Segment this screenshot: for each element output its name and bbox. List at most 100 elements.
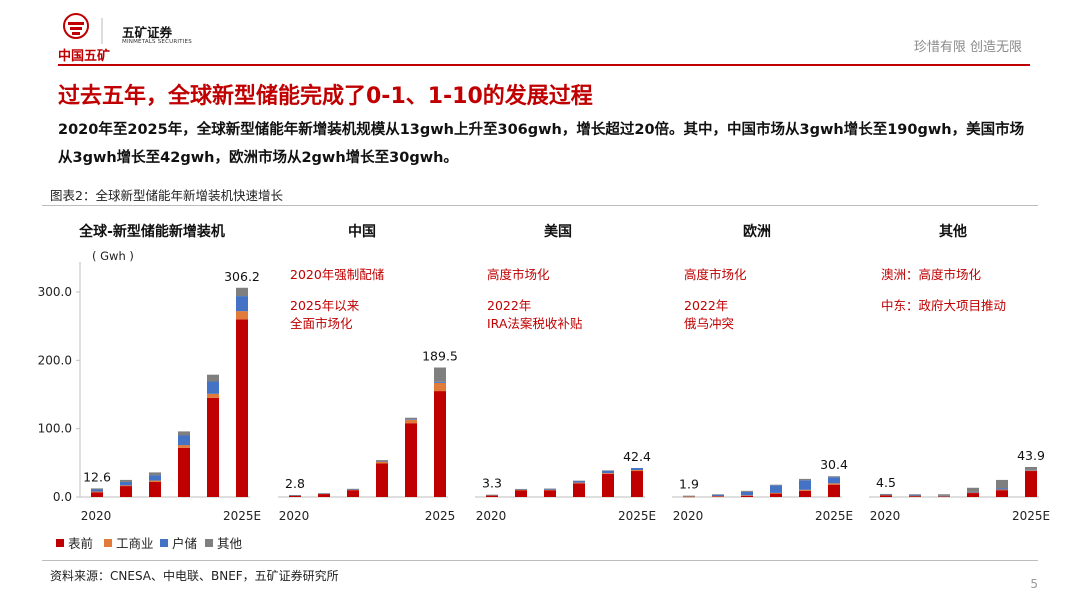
panel-annotation: 高度市场化 bbox=[684, 267, 747, 282]
bar-segment bbox=[996, 479, 1008, 489]
bar-segment bbox=[289, 495, 301, 497]
bar-segment bbox=[486, 494, 498, 496]
bar-segment bbox=[236, 311, 248, 320]
data-label: 12.6 bbox=[83, 469, 111, 484]
panel-annotation: 2020年强制配储 bbox=[290, 267, 384, 282]
bar-segment bbox=[909, 495, 921, 497]
bar-segment bbox=[207, 381, 219, 394]
legend-item-commercial: 工商业 bbox=[104, 533, 154, 552]
legend-label: 表前 bbox=[68, 536, 94, 551]
bar-segment bbox=[405, 419, 417, 424]
bar-segment bbox=[515, 489, 527, 491]
bar-segment bbox=[347, 488, 359, 490]
data-label: 30.4 bbox=[820, 457, 848, 472]
panel-title: 全球-新型储能新增装机 bbox=[78, 223, 225, 240]
bar-segment bbox=[544, 488, 556, 490]
bar-segment bbox=[602, 470, 614, 471]
data-label: 189.5 bbox=[422, 349, 458, 364]
bar-segment bbox=[602, 470, 614, 474]
x-tick-label: 2025E bbox=[1012, 509, 1050, 523]
y-tick-label: 0.0 bbox=[53, 490, 72, 504]
bar-segment bbox=[996, 490, 1008, 497]
bar-segment bbox=[573, 482, 585, 484]
x-tick-label: 2020 bbox=[279, 509, 310, 523]
legend-label: 户储 bbox=[172, 536, 198, 551]
bar-segment bbox=[880, 495, 892, 497]
bar-segment bbox=[741, 495, 753, 496]
bar-segment bbox=[207, 393, 219, 398]
panel-annotation: 2022年 bbox=[487, 298, 531, 313]
emblem-bar bbox=[70, 27, 82, 30]
data-label: 4.5 bbox=[876, 475, 896, 490]
bar-segment bbox=[602, 473, 614, 474]
panel-annotation: 高度市场化 bbox=[487, 267, 550, 282]
emblem-bar bbox=[68, 22, 84, 25]
bar-segment bbox=[376, 463, 388, 497]
bar-segment bbox=[828, 484, 840, 497]
bar-segment bbox=[376, 461, 388, 462]
emblem-bar bbox=[72, 32, 80, 35]
bar-segment bbox=[799, 489, 811, 491]
bar-segment bbox=[544, 489, 556, 491]
data-label: 3.3 bbox=[482, 476, 502, 491]
bar-segment bbox=[1025, 471, 1037, 497]
bar-segment bbox=[347, 490, 359, 497]
bar-segment bbox=[631, 471, 643, 497]
legend-label: 工商业 bbox=[116, 536, 154, 551]
bar-segment bbox=[712, 494, 724, 497]
company-name: 中国五矿 bbox=[58, 49, 111, 64]
bar-segment bbox=[573, 480, 585, 482]
brand-name: 五矿证券 bbox=[122, 25, 173, 40]
bar-segment bbox=[967, 491, 979, 493]
panel-annotation: 2022年 bbox=[684, 298, 728, 313]
panel-annotation: 全面市场化 bbox=[290, 316, 353, 331]
minmetals-logo: 中国五矿 五矿证券 MINMETALS SECURITIES bbox=[58, 10, 208, 64]
bar-segment bbox=[573, 483, 585, 497]
minmetals-emblem-icon bbox=[63, 13, 103, 44]
bar-segment bbox=[318, 493, 330, 494]
panel-title: 其他 bbox=[939, 223, 967, 240]
bar-segment bbox=[741, 490, 753, 492]
legend-swatch bbox=[205, 538, 213, 547]
y-tick-label: 300.0 bbox=[38, 285, 72, 299]
panel-title: 中国 bbox=[348, 223, 376, 240]
bar-segment bbox=[91, 488, 103, 490]
emblem-ring bbox=[63, 13, 89, 39]
x-tick-label: 2020 bbox=[870, 509, 901, 523]
bar-segment bbox=[712, 494, 724, 495]
y-unit-label: ( Gwh ) bbox=[92, 249, 134, 263]
bar-segment bbox=[631, 468, 643, 471]
bar-segment bbox=[318, 493, 330, 497]
bar-segment bbox=[91, 491, 103, 493]
bar-segment bbox=[828, 483, 840, 485]
panel-annotation: 中东：政府大项目推动 bbox=[881, 298, 1006, 313]
bar-segment bbox=[91, 492, 103, 497]
bar-segment bbox=[91, 489, 103, 492]
bar-segment bbox=[938, 496, 950, 497]
bar-segment bbox=[405, 423, 417, 497]
x-tick-label: 2020 bbox=[673, 509, 704, 523]
bar-segment bbox=[880, 493, 892, 495]
figure-title: 图表2：全球新型储能年新增装机快速增长 bbox=[50, 188, 283, 203]
data-label: 43.9 bbox=[1017, 448, 1045, 463]
bar-segment bbox=[828, 477, 840, 484]
page-title: 过去五年，全球新型储能完成了0-1、1-10的发展过程 bbox=[58, 84, 593, 109]
bar-segment bbox=[741, 495, 753, 497]
x-tick-label: 2025E bbox=[223, 509, 261, 523]
bar-segment bbox=[741, 491, 753, 496]
bar-segment bbox=[120, 486, 132, 497]
data-label: 2.8 bbox=[285, 476, 305, 491]
x-tick-label: 2025 bbox=[425, 509, 456, 523]
data-label: 1.9 bbox=[679, 477, 699, 492]
figure-bottom-divider bbox=[42, 560, 1038, 561]
bar-segment bbox=[149, 475, 161, 481]
bar-segment bbox=[996, 488, 1008, 490]
panel-annotation: 俄乌冲突 bbox=[684, 316, 734, 331]
bar-segment bbox=[347, 489, 359, 490]
legend-item-other: 其他 bbox=[205, 533, 242, 552]
bar-segment bbox=[1025, 467, 1037, 470]
bar-segment bbox=[486, 495, 498, 497]
bar-segment bbox=[602, 473, 614, 497]
panel-title: 欧洲 bbox=[743, 223, 771, 240]
